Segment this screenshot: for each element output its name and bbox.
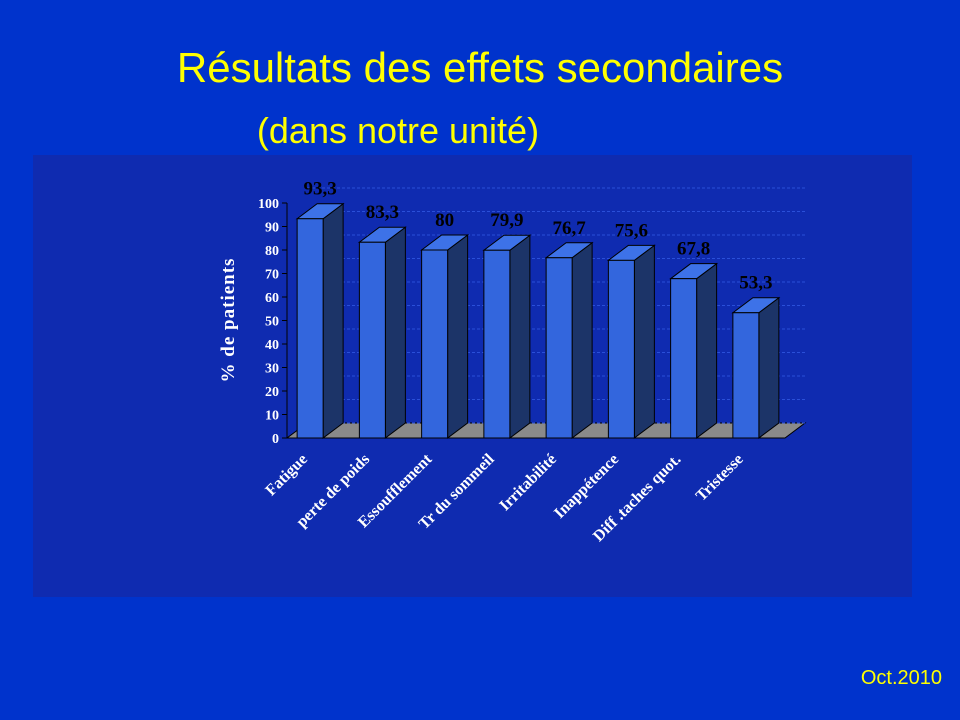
- bar: [544, 241, 594, 439]
- bar-side: [384, 226, 406, 439]
- value-label: 53,3: [739, 273, 772, 294]
- bar: [731, 296, 781, 439]
- footer: Oct.2010: [861, 667, 942, 689]
- value-label: 76,7: [553, 218, 587, 239]
- subtitle: (dans notre unité): [257, 110, 539, 151]
- bar: [420, 234, 470, 439]
- bar-front: [483, 249, 511, 439]
- bar-side: [571, 241, 593, 439]
- bar-front: [545, 257, 573, 439]
- value-label: 79,9: [490, 210, 523, 231]
- y-tick-label: 50: [265, 315, 279, 330]
- bar-front: [607, 259, 635, 439]
- y-tick-label: 60: [265, 291, 279, 306]
- y-tick-label: 80: [265, 244, 279, 259]
- y-tick-label: 70: [265, 268, 279, 283]
- value-label: 67,8: [677, 239, 710, 260]
- bar-side: [322, 202, 344, 439]
- y-tick-label: 40: [265, 338, 279, 353]
- y-tick-label: 100: [258, 197, 279, 212]
- title: Résultats des effets secondaires: [177, 44, 783, 91]
- value-label: 80: [435, 210, 454, 231]
- y-tick-label: 90: [265, 221, 279, 236]
- bar-side: [696, 262, 718, 439]
- bar: [669, 262, 719, 439]
- y-tick-label: 30: [265, 362, 279, 377]
- bar-front: [358, 241, 386, 439]
- bar-side: [758, 296, 780, 439]
- bar-front: [670, 278, 698, 439]
- bar-front: [296, 218, 324, 439]
- bar-side: [509, 234, 531, 439]
- bar: [295, 202, 345, 439]
- value-label: 75,6: [615, 220, 648, 241]
- bar: [606, 244, 656, 439]
- bar-side: [633, 244, 655, 439]
- bar-front: [732, 312, 760, 439]
- bar: [357, 226, 407, 439]
- y-axis-label: % de patients: [218, 258, 239, 383]
- bar: [482, 234, 532, 439]
- y-tick-label: 20: [265, 385, 279, 400]
- y-tick-label: 10: [265, 409, 279, 424]
- value-label: 83,3: [366, 202, 399, 223]
- y-tick-label: 0: [272, 432, 279, 447]
- bar-front: [421, 249, 449, 439]
- value-label: 93,3: [304, 179, 337, 200]
- bar-side: [447, 234, 469, 439]
